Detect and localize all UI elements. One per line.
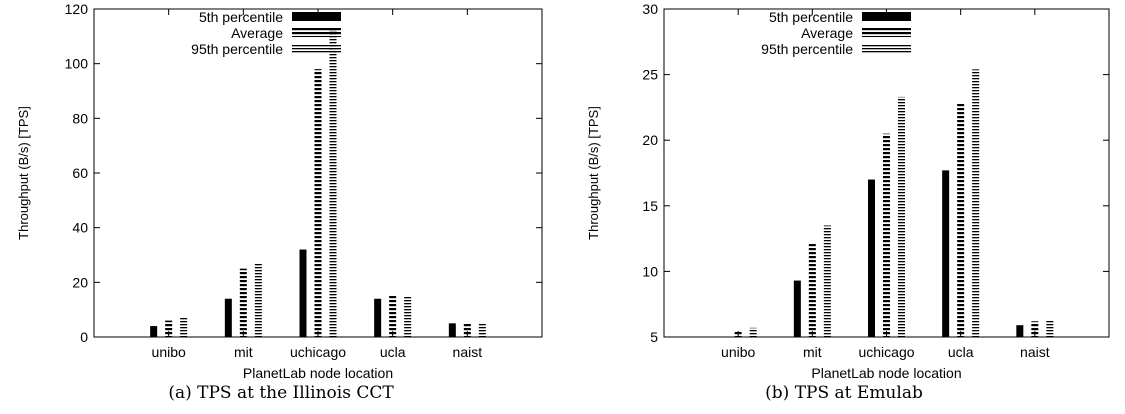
bar-95th-percentile-ucla [404,296,412,337]
bar-95th-percentile-naist [478,323,486,337]
legend-label: 5th percentile [199,9,283,25]
x-tick-label: uchicago [858,344,914,360]
bar-95th-percentile-uchicago [898,96,905,338]
y-axis-label: Throughput (B/s) [TPS] [16,106,31,240]
x-tick-label: unibo [721,344,755,360]
x-axis-label: PlanetLab node location [811,365,961,381]
x-axis-label: PlanetLab node location [243,365,393,381]
y-tick-label: 80 [72,110,88,126]
y-tick-label: 20 [642,132,658,148]
bar-average-ucla [389,296,397,337]
chart-b-caption: (b) TPS at Emulab [765,383,923,403]
bar-average-unibo [165,320,173,337]
bar-95th-percentile-unibo [749,327,757,337]
bar-average-mit [808,242,816,337]
bar-5th-percentile-unibo [150,326,158,337]
bar-95th-percentile-naist [1046,319,1054,337]
bar-5th-percentile-naist [1016,325,1024,337]
bar-95th-percentile-mit [254,263,262,337]
bar-5th-percentile-naist [448,323,456,337]
bar-average-unibo [734,330,742,337]
x-tick-label: mit [803,344,822,360]
bar-5th-percentile-mit [224,298,232,337]
legend-label: Average [231,25,283,41]
y-tick-label: 100 [65,56,89,72]
legend-label: 5th percentile [769,9,853,25]
bar-95th-percentile-uchicago [329,30,337,337]
legend-label: Average [801,25,853,41]
legend-label: 95th percentile [761,41,853,57]
bar-95th-percentile-ucla [972,69,980,338]
y-tick-label: 15 [642,198,658,214]
bar-average-naist [1031,321,1039,337]
y-tick-label: 30 [642,1,658,17]
legend-label: 95th percentile [191,41,283,57]
x-tick-label: ucla [948,344,974,360]
legend-swatch [292,12,341,21]
chart-b-svg: 5 10 15 20 25 30 Throughput (B/s) [TPS] PlanetL… [586,1,1110,381]
x-tick-label: mit [234,344,253,360]
legend-swatch [292,28,341,37]
bar-95th-percentile-unibo [180,317,188,337]
legend-swatch [862,44,911,53]
legend-swatch [862,28,911,37]
y-axis-label: Throughput (B/s) [TPS] [586,106,601,240]
y-tick-label: 40 [72,220,88,236]
x-tick-label: uchicago [290,344,346,360]
chart-panel-a: 0 20 40 60 80 100 120 Throughput (B/s) [TPS] Pla… [0,0,562,414]
y-tick-label: 5 [650,329,658,345]
bar-average-uchicago [314,69,322,337]
bar-95th-percentile-mit [823,225,831,337]
y-tick-label: 20 [72,274,88,290]
chart-a-svg: 0 20 40 60 80 100 120 Throughput (B/s) [TPS] Pla… [16,1,543,381]
chart-panel-b: 5 10 15 20 25 30 Throughput (B/s) [TPS] PlanetL… [563,0,1125,414]
bar-average-naist [463,323,471,337]
bar-5th-percentile-uchicago [299,249,307,337]
y-tick-label: 0 [80,329,88,345]
x-tick-label: naist [1020,344,1050,360]
x-tick-label: naist [453,344,483,360]
chart-a-caption: (a) TPS at the Illinois CCT [168,383,394,403]
legend-swatch [292,44,341,53]
bar-5th-percentile-ucla [374,298,382,337]
bar-5th-percentile-uchicago [868,179,875,337]
y-tick-label: 60 [72,165,88,181]
bar-average-uchicago [883,133,890,337]
y-tick-label: 120 [65,1,89,17]
x-tick-label: unibo [152,344,186,360]
bar-5th-percentile-mit [793,280,801,337]
y-tick-label: 25 [642,67,658,83]
x-tick-label: ucla [380,344,406,360]
bar-average-ucla [957,103,965,338]
bar-average-mit [239,268,247,337]
bar-5th-percentile-ucla [942,170,950,337]
legend-swatch [862,12,911,21]
y-tick-label: 10 [642,263,658,279]
